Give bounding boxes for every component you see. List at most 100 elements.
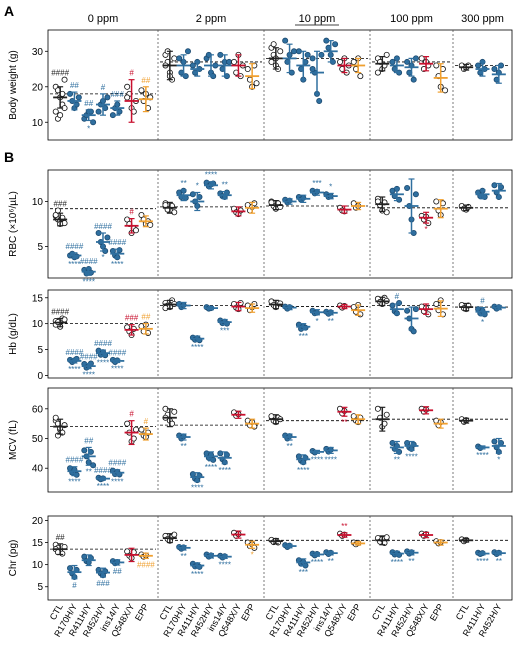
significance-above-2-0-5: ### bbox=[125, 314, 139, 323]
significance-above-2-0-1: #### bbox=[66, 348, 84, 357]
data-point-0-1-1-0 bbox=[176, 55, 183, 62]
data-point-1-4-2-0 bbox=[491, 182, 498, 189]
y-axis-label-3: MCV (fL) bbox=[8, 420, 19, 460]
data-point-3-0-0-5 bbox=[52, 414, 59, 421]
data-point-0-1-0-4 bbox=[171, 55, 178, 62]
y-axis-label-4: Chr (pg) bbox=[8, 540, 19, 577]
significance-below-2-1-4: *** bbox=[220, 327, 229, 336]
data-point-1-3-4-0 bbox=[433, 198, 440, 205]
significance-above-2-0-2: #### bbox=[80, 353, 98, 362]
significance-above-1-1-3: **** bbox=[205, 171, 217, 180]
significance-above-3-0-3: #### bbox=[94, 466, 112, 475]
data-point-0-2-0-4 bbox=[277, 48, 284, 55]
significance-above-1-0-3: #### bbox=[94, 222, 112, 231]
data-point-0-0-0-9 bbox=[61, 76, 68, 83]
data-point-0-2-0-5 bbox=[268, 58, 275, 65]
significance-below-4-4-1: **** bbox=[476, 557, 488, 566]
data-point-0-2-3-3 bbox=[316, 97, 323, 104]
data-point-0-4-2-0 bbox=[491, 66, 498, 73]
data-point-1-3-0-4 bbox=[383, 209, 390, 216]
panel-label-b: B bbox=[4, 149, 14, 165]
data-point-0-3-0-4 bbox=[383, 51, 390, 58]
data-point-0-0-3-4 bbox=[104, 94, 111, 101]
data-point-0-2-5-0 bbox=[337, 58, 344, 65]
y-axis-label-0: Body weight (g) bbox=[8, 50, 19, 119]
significance-above-1-0-1: #### bbox=[66, 242, 84, 251]
significance-above-1-0-0: ### bbox=[53, 200, 67, 209]
significance-above-1-1-2: * bbox=[196, 182, 199, 191]
significance-below-4-0-6: #### bbox=[137, 560, 155, 569]
significance-below-3-3-2: **** bbox=[405, 452, 417, 461]
significance-below-4-2-4: ** bbox=[328, 557, 334, 566]
data-point-1-3-2-4 bbox=[412, 191, 419, 198]
significance-below-4-0-4: ## bbox=[113, 567, 122, 576]
data-point-1-1-0-4 bbox=[171, 209, 178, 216]
significance-above-2-0-6: ## bbox=[141, 313, 150, 322]
significance-above-1-2-4: * bbox=[329, 182, 332, 191]
data-point-2-3-2-4 bbox=[412, 306, 419, 313]
data-point-0-0-1-0 bbox=[67, 90, 74, 97]
x-tick-label-2-6: EPP bbox=[345, 602, 363, 623]
plot-frame-3 bbox=[47, 387, 513, 493]
y-tick-label-1-1: 10 bbox=[32, 197, 44, 208]
y-tick-label-0-2: 30 bbox=[32, 47, 44, 58]
data-point-0-0-1-4 bbox=[75, 94, 82, 101]
significance-below-3-4-2: * bbox=[497, 455, 500, 464]
data-point-0-3-2-0 bbox=[404, 58, 411, 65]
significance-above-3-0-6: # bbox=[144, 417, 149, 426]
data-point-0-0-5-0 bbox=[124, 83, 131, 90]
data-point-0-2-4-4 bbox=[332, 41, 339, 48]
significance-above-2-0-0: #### bbox=[51, 307, 69, 316]
data-point-0-2-0-6 bbox=[270, 41, 277, 48]
data-point-0-1-6-4 bbox=[253, 80, 260, 87]
y-tick-label-3-0: 40 bbox=[32, 464, 44, 475]
data-point-3-4-2-0 bbox=[491, 438, 498, 445]
significance-above-0-0-1: ## bbox=[70, 81, 79, 90]
y-axis-label-1: RBC (×10⁶/µL) bbox=[8, 191, 19, 257]
plot-frame-4 bbox=[47, 515, 513, 601]
significance-below-2-0-1: **** bbox=[68, 365, 80, 374]
group-title-0: 0 ppm bbox=[88, 13, 119, 25]
data-point-1-0-3-4 bbox=[104, 234, 111, 241]
data-point-0-2-1-4 bbox=[290, 48, 297, 55]
significance-below-3-2-1: ** bbox=[286, 442, 292, 451]
x-tick-label-1-6: EPP bbox=[239, 602, 257, 623]
data-point-3-3-1-0 bbox=[389, 439, 396, 446]
significance-below-4-3-2: ** bbox=[408, 557, 414, 566]
plot-frame-2 bbox=[47, 289, 513, 379]
significance-below-3-0-2: ** bbox=[86, 467, 92, 476]
significance-above-1-0-4: #### bbox=[108, 238, 126, 247]
group-title-3: 100 ppm bbox=[390, 13, 433, 25]
y-tick-label-3-2: 60 bbox=[32, 404, 44, 415]
data-point-4-0-1-0 bbox=[67, 565, 74, 572]
data-point-0-3-4-4 bbox=[442, 87, 449, 94]
significance-below-2-2-2: *** bbox=[299, 332, 308, 341]
significance-above-2-4-1: # bbox=[480, 297, 485, 306]
significance-below-4-2-3: **** bbox=[311, 558, 323, 567]
significance-above-1-1-4: ** bbox=[222, 181, 228, 190]
data-point-1-3-2-0 bbox=[404, 184, 411, 191]
significance-below-1-0-3: * bbox=[101, 253, 104, 262]
significance-below-3-0-3: **** bbox=[97, 482, 109, 491]
significance-above-0-0-5: # bbox=[129, 69, 134, 78]
data-point-0-0-0-5 bbox=[52, 108, 59, 115]
significance-below-4-2-2: *** bbox=[299, 568, 308, 577]
data-point-3-3-0-0 bbox=[374, 405, 381, 412]
significance-above-4-0-0: ## bbox=[56, 533, 65, 542]
group-title-1: 2 ppm bbox=[196, 13, 227, 25]
significance-below-3-1-1: ** bbox=[180, 442, 186, 451]
significance-above-0-0-6: ## bbox=[141, 76, 150, 85]
y-tick-label-2-2: 10 bbox=[32, 319, 44, 330]
data-point-1-1-2-0 bbox=[189, 191, 196, 198]
data-point-0-1-5-0 bbox=[231, 58, 238, 65]
significance-below-2-0-4: **** bbox=[111, 364, 123, 373]
plot-frame-1 bbox=[47, 169, 513, 279]
significance-below-1-0-1: **** bbox=[68, 260, 80, 269]
data-point-0-0-6-0 bbox=[138, 87, 145, 94]
data-point-0-3-1-0 bbox=[389, 58, 396, 65]
significance-below-3-1-3: **** bbox=[205, 463, 217, 472]
significance-below-3-3-1: ** bbox=[394, 455, 400, 464]
significance-below-0-0-2: * bbox=[87, 124, 90, 133]
data-point-0-3-4-0 bbox=[433, 62, 440, 69]
